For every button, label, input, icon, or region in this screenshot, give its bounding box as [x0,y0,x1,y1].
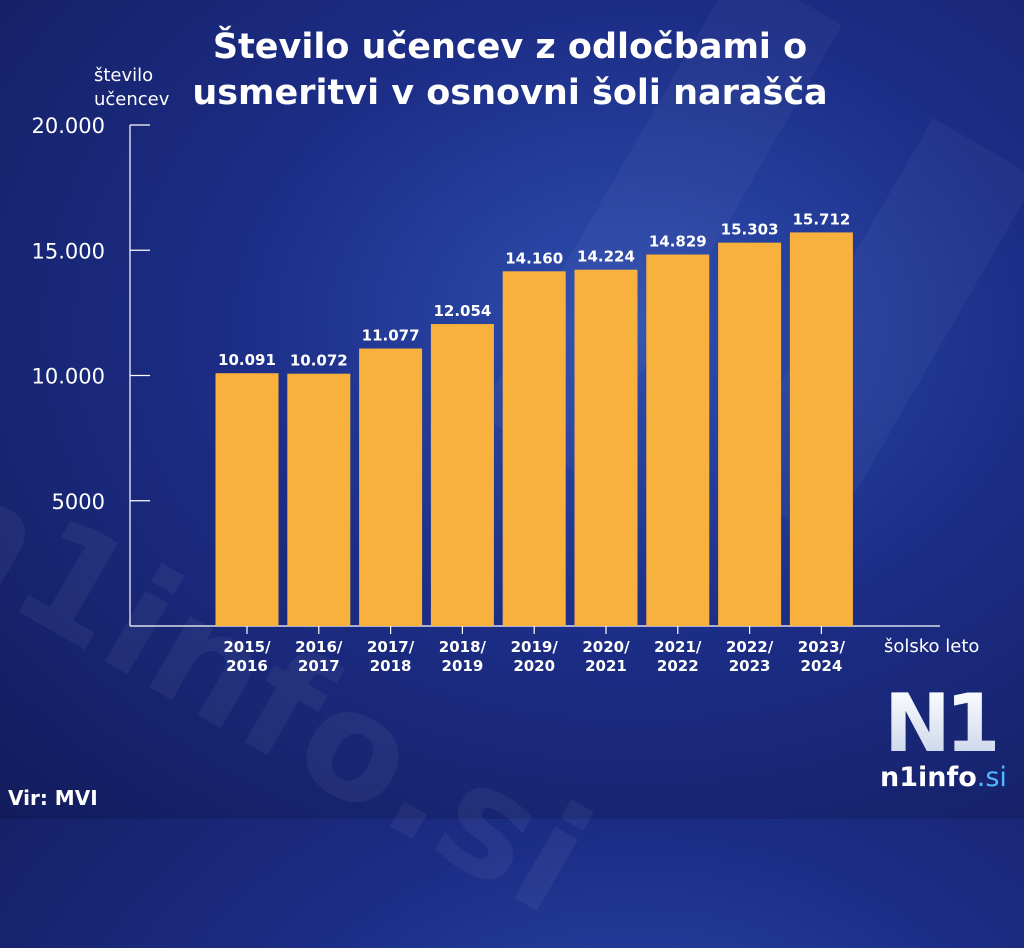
chart-title-line: Število učencev z odločbami o [212,27,808,67]
y-tick-label: 5000 [52,490,105,514]
x-tick-label: 2015/ [223,638,271,656]
bar [574,269,638,626]
site-logo-suffix: .si [976,762,1007,793]
x-tick-label: 2019 [442,657,484,675]
bar [718,242,782,626]
bar [287,373,351,626]
bar-chart: 5000 10.000 15.000 20.000 10.091 2015/2016 10.… [32,114,853,675]
site-logo-text: n1info.si [880,762,1007,793]
y-axis-title-line: učencev [94,89,170,110]
x-tick-label: 2018/ [439,638,487,656]
chart-title-line: usmeritvi v osnovni šoli narašča [192,73,828,113]
bar-value-label: 10.091 [218,351,276,369]
site-logo-main: n1info [880,762,977,793]
y-tick-label: 15.000 [32,239,105,263]
bar [215,373,279,626]
bar [359,348,423,626]
bar [789,232,853,626]
x-tick-label: 2022/ [726,638,774,656]
chart-title: Število učencev z odločbami o usmeritvi … [140,24,880,116]
x-tick-label: 2016 [226,657,268,675]
y-tick-label: 10.000 [32,365,105,389]
chart-bars [215,232,853,626]
x-tick-label: 2024 [801,657,843,675]
bar-value-label: 14.224 [577,248,635,266]
x-axis-title: šolsko leto [884,636,980,657]
x-tick-label: 2021/ [654,638,702,656]
source-note: Vir: MVI [8,786,98,810]
bar-value-label: 14.829 [649,233,707,251]
x-tick-label: 2020 [513,657,555,675]
x-tick-label: 2017 [298,657,340,675]
y-axis-title-line: število [94,65,154,86]
bar-value-label: 15.303 [721,221,779,239]
x-tick-label: 2016/ [295,638,343,656]
bar [430,324,494,626]
bar-value-label: 15.712 [792,210,850,228]
x-tick-label: 2018 [370,657,412,675]
x-tick-label: 2023 [729,657,771,675]
x-tick-label: 2023/ [798,638,846,656]
chart-labels: 5000 10.000 15.000 20.000 10.091 2015/2016 10.… [32,114,851,675]
x-tick-label: 2022 [657,657,699,675]
bar-value-label: 14.160 [505,249,563,267]
bar [646,254,710,626]
n1-logo-mark: N1 [884,677,1001,770]
x-tick-label: 2020/ [582,638,630,656]
bar-value-label: 12.054 [433,302,491,320]
y-axis-title: število učencev [94,64,169,112]
bar-value-label: 11.077 [362,327,420,345]
x-tick-label: 2017/ [367,638,415,656]
y-tick-label: 20.000 [32,114,105,138]
bar [502,271,566,626]
x-tick-label: 2019/ [511,638,559,656]
bar-value-label: 10.072 [290,352,348,370]
x-tick-label: 2021 [585,657,627,675]
